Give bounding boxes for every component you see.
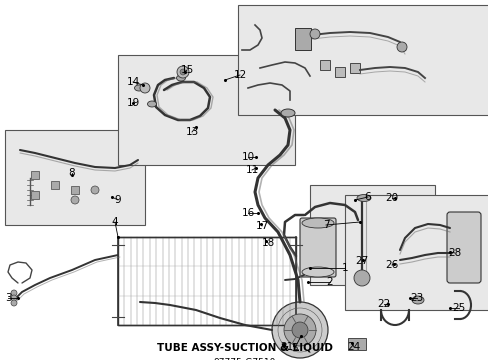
Text: 19: 19 xyxy=(126,98,140,108)
Circle shape xyxy=(11,300,17,306)
Bar xyxy=(51,181,59,189)
Text: 8: 8 xyxy=(68,168,75,178)
Circle shape xyxy=(291,322,307,338)
Text: 13: 13 xyxy=(185,127,198,137)
Text: 9: 9 xyxy=(115,195,121,205)
Ellipse shape xyxy=(147,101,156,107)
FancyBboxPatch shape xyxy=(446,212,480,283)
Circle shape xyxy=(353,270,369,286)
Text: 14: 14 xyxy=(126,77,140,87)
Bar xyxy=(294,28,310,50)
Text: 20: 20 xyxy=(385,193,398,203)
Ellipse shape xyxy=(176,75,185,81)
Bar xyxy=(238,5,488,115)
Bar xyxy=(71,186,79,194)
Bar xyxy=(118,237,295,325)
Text: 4: 4 xyxy=(111,217,118,227)
Circle shape xyxy=(309,29,319,39)
Text: 26: 26 xyxy=(385,260,398,270)
Circle shape xyxy=(396,42,406,52)
Ellipse shape xyxy=(302,218,333,228)
Text: 11: 11 xyxy=(245,165,258,175)
Text: 27: 27 xyxy=(355,256,368,266)
Text: 7: 7 xyxy=(322,220,328,230)
Bar xyxy=(349,63,359,73)
Circle shape xyxy=(71,196,79,204)
Bar xyxy=(347,338,365,350)
Ellipse shape xyxy=(356,194,370,202)
Text: 1: 1 xyxy=(341,263,347,273)
Ellipse shape xyxy=(134,85,143,91)
Ellipse shape xyxy=(411,296,423,304)
Bar xyxy=(5,130,145,225)
Text: 2: 2 xyxy=(326,277,333,287)
Text: 17: 17 xyxy=(255,221,268,231)
Bar xyxy=(319,60,329,70)
Text: 10: 10 xyxy=(241,152,254,162)
Circle shape xyxy=(140,83,150,93)
Text: 3: 3 xyxy=(5,293,11,303)
Text: 21: 21 xyxy=(280,342,293,352)
FancyBboxPatch shape xyxy=(299,218,335,277)
Bar xyxy=(118,55,294,165)
Text: 6: 6 xyxy=(364,192,370,202)
Text: 18: 18 xyxy=(261,238,274,248)
Circle shape xyxy=(177,66,189,78)
Text: 16: 16 xyxy=(241,208,254,218)
Text: 12: 12 xyxy=(233,70,246,80)
Bar xyxy=(31,171,39,179)
Text: 24: 24 xyxy=(346,342,360,352)
Circle shape xyxy=(91,186,99,194)
Ellipse shape xyxy=(281,109,294,117)
Text: 5: 5 xyxy=(291,343,298,353)
Text: 22: 22 xyxy=(377,299,390,309)
Bar xyxy=(31,191,39,199)
Bar xyxy=(309,185,434,285)
Bar xyxy=(345,195,488,310)
Ellipse shape xyxy=(302,267,333,277)
Bar xyxy=(334,67,345,77)
Text: 97775-G7510: 97775-G7510 xyxy=(213,358,275,360)
Circle shape xyxy=(11,295,17,301)
Circle shape xyxy=(11,290,17,296)
Circle shape xyxy=(271,302,327,358)
Circle shape xyxy=(180,69,185,75)
Text: 23: 23 xyxy=(409,293,423,303)
Circle shape xyxy=(284,314,315,346)
Text: 25: 25 xyxy=(451,303,465,313)
Text: 28: 28 xyxy=(447,248,461,258)
Text: 15: 15 xyxy=(180,65,193,75)
Text: TUBE ASSY-SUCTION & LIQUID: TUBE ASSY-SUCTION & LIQUID xyxy=(156,343,332,353)
